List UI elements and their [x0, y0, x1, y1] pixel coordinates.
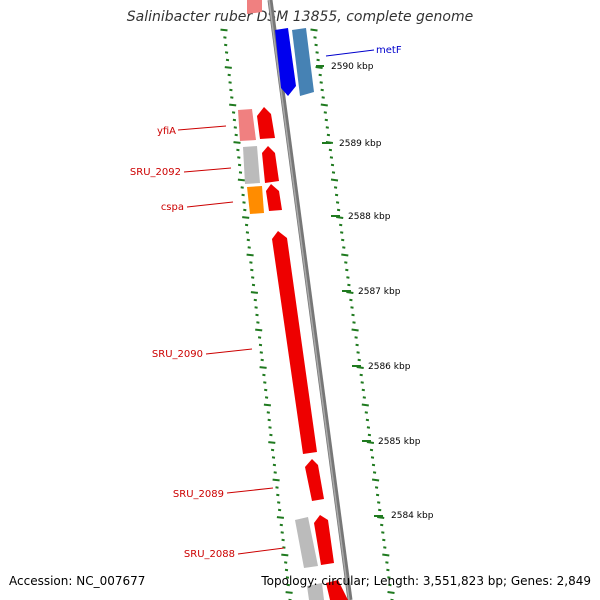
gene-label-SRU_2088[interactable]: SRU_2088	[184, 549, 235, 560]
gene-metF-steelblue[interactable]	[292, 28, 314, 96]
gene-label-SRU_2089[interactable]: SRU_2089	[173, 489, 224, 500]
leader-line	[226, 487, 274, 494]
leader-line	[186, 201, 234, 208]
selection-band	[222, 30, 388, 600]
rail-dash	[255, 328, 263, 332]
rail-dash	[320, 103, 328, 107]
rail-dash	[272, 478, 280, 482]
rail-dash	[281, 553, 289, 557]
rail-dash	[250, 291, 259, 294]
gene-bottom-red[interactable]	[326, 580, 348, 600]
rail-dash	[224, 66, 232, 69]
right-dotted-rail	[310, 28, 395, 600]
genome-backbone	[267, 0, 353, 600]
rail-dash	[351, 328, 359, 332]
rail-dash	[263, 403, 272, 407]
rail-dash	[285, 591, 293, 594]
scale-ticks: 2590 kbp 2589 kbp 2588 kbp 2587 kbp 2586…	[316, 62, 434, 521]
rail-dash	[387, 591, 395, 594]
leader-line	[205, 348, 253, 355]
tick-label: 2590 kbp	[331, 62, 374, 72]
rail-dash	[259, 366, 267, 369]
rail-dash	[268, 441, 276, 444]
rail-dash	[220, 28, 228, 32]
leader-line	[237, 547, 285, 555]
map-title: Salinibacter ruber DSM 13855, complete g…	[126, 9, 474, 25]
gene-SRU_2089[interactable]	[305, 459, 324, 501]
tick-label: 2584 kbp	[391, 511, 434, 521]
rail-dash	[341, 253, 349, 257]
rail-dash	[246, 253, 254, 257]
tick-label: 2589 kbp	[339, 139, 382, 149]
gene-metF-blue[interactable]	[275, 28, 296, 96]
rail-dash	[371, 478, 380, 482]
gene-cspa-red[interactable]	[266, 184, 282, 211]
gene-top-partial[interactable]	[247, 0, 262, 14]
gene-features	[238, 0, 348, 600]
rail-dash	[233, 141, 241, 144]
gene-label-SRU_2090[interactable]: SRU_2090	[152, 349, 203, 360]
rail-dash	[361, 403, 369, 407]
tick-label: 2588 kbp	[348, 212, 391, 222]
genome-backbone-highlight	[268, 0, 350, 600]
gene-SRU_2090[interactable]	[272, 231, 317, 454]
rail-dash	[382, 553, 390, 557]
rail-dash	[276, 516, 285, 519]
rail-dash	[336, 216, 344, 219]
gene-yfiA-pink[interactable]	[238, 109, 256, 141]
tick-label: 2586 kbp	[368, 362, 411, 372]
rail-dash	[366, 441, 375, 444]
gene-yfiA-red[interactable]	[257, 107, 275, 139]
rail-dash	[242, 216, 250, 219]
tick-label: 2587 kbp	[358, 287, 401, 297]
topology-text: Topology: circular; Length: 3,551,823 bp…	[261, 574, 591, 588]
leader-line	[183, 167, 232, 173]
leader-line	[177, 125, 227, 131]
leader-line	[325, 49, 375, 57]
rail-dash	[346, 291, 354, 294]
rail-dash	[229, 103, 237, 107]
gene-label-cspa[interactable]: cspa	[161, 202, 184, 213]
accession-text: Accession: NC_007677	[9, 574, 146, 588]
rail-dash	[315, 66, 323, 69]
gene-label-metF[interactable]: metF	[376, 45, 402, 56]
gene-cspa-orange[interactable]	[247, 186, 264, 214]
rail-dash	[377, 516, 385, 519]
rail-dash	[330, 178, 339, 182]
rail-dash	[310, 28, 318, 32]
gene-2092-gray[interactable]	[243, 146, 260, 184]
gene-2092-red[interactable]	[262, 146, 279, 183]
gene-bottom-gray[interactable]	[307, 583, 324, 600]
rail-dash	[356, 366, 364, 369]
gene-2088-gray[interactable]	[295, 517, 318, 568]
gene-labels: metF yfiA SRU_2092 cspa SRU_2090 SRU_208…	[130, 45, 402, 560]
rail-dash	[237, 178, 246, 182]
gene-2088-red[interactable]	[314, 515, 334, 565]
left-dotted-rail	[220, 28, 293, 600]
gene-label-yfiA[interactable]: yfiA	[157, 126, 176, 137]
gene-label-SRU_2092[interactable]: SRU_2092	[130, 167, 181, 178]
tick-label: 2585 kbp	[378, 437, 421, 447]
